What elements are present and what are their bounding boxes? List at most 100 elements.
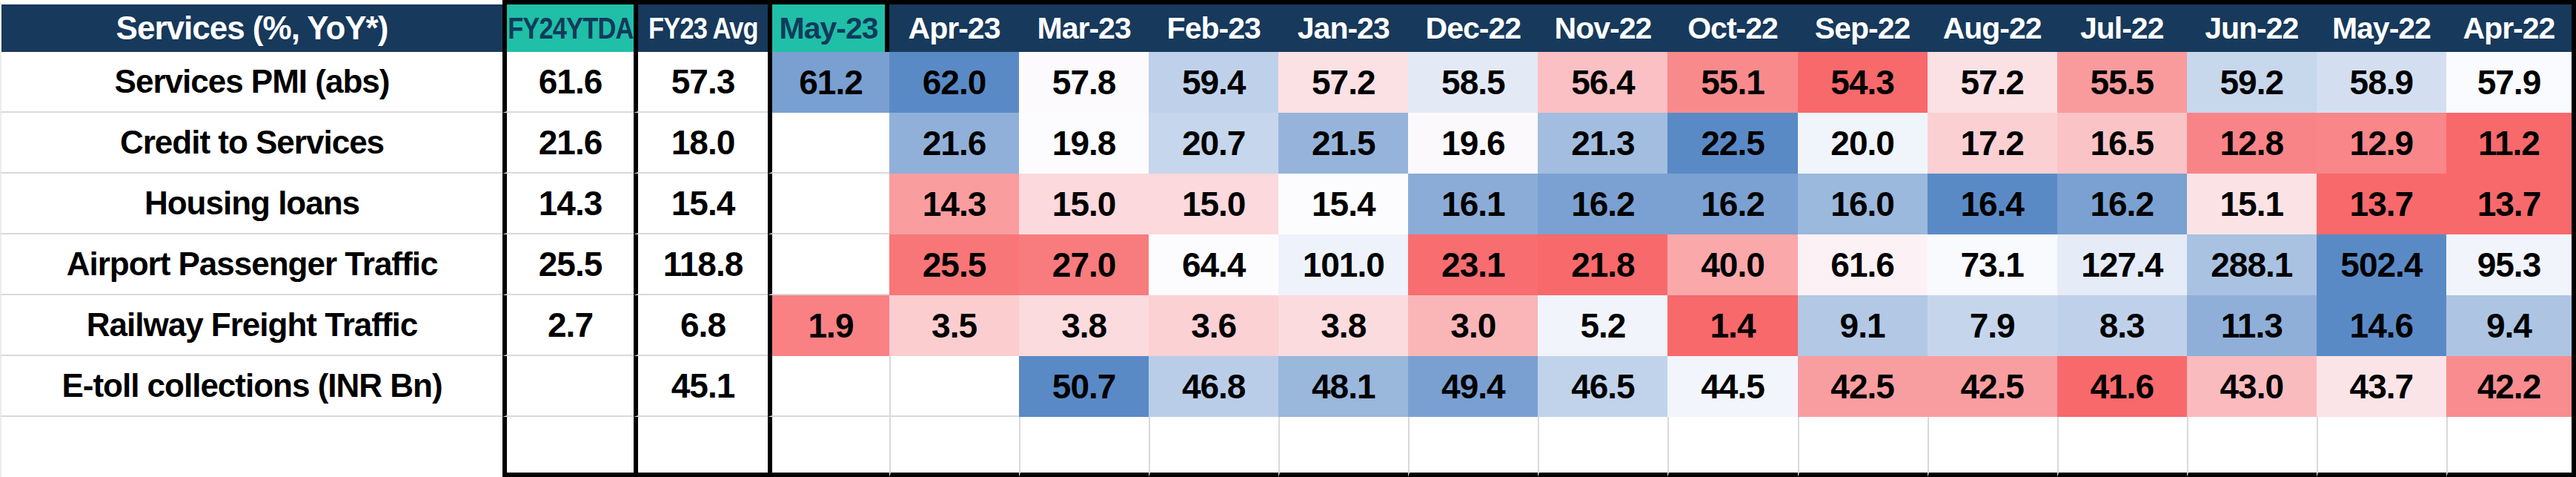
heatmap-cell[interactable]: 16.2 xyxy=(1538,174,1667,234)
heatmap-cell[interactable]: 9.4 xyxy=(2446,295,2576,356)
heatmap-cell[interactable]: 62.0 xyxy=(889,52,1019,113)
empty-month-cell[interactable] xyxy=(2057,417,2187,477)
heatmap-cell[interactable]: 502.4 xyxy=(2317,234,2446,295)
table-title-cell[interactable]: Services (%, YoY*) xyxy=(0,0,502,52)
heatmap-cell[interactable]: 1.9 xyxy=(768,295,889,356)
column-header-oct-22[interactable]: Oct-22 xyxy=(1667,0,1797,52)
heatmap-cell[interactable]: 11.2 xyxy=(2446,113,2576,174)
heatmap-cell[interactable]: 43.0 xyxy=(2187,356,2317,417)
heatmap-cell[interactable]: 9.1 xyxy=(1798,295,1928,356)
column-header-may-22[interactable]: May-22 xyxy=(2317,0,2446,52)
heatmap-cell[interactable]: 13.7 xyxy=(2446,174,2576,234)
heatmap-cell[interactable]: 3.0 xyxy=(1408,295,1538,356)
column-header-may-23[interactable]: May-23 xyxy=(768,0,889,52)
column-header-jul-22[interactable]: Jul-22 xyxy=(2057,0,2187,52)
empty-month-cell[interactable] xyxy=(768,417,889,477)
heatmap-cell[interactable]: 21.3 xyxy=(1538,113,1667,174)
heatmap-cell[interactable] xyxy=(768,234,889,295)
heatmap-cell[interactable]: 48.1 xyxy=(1278,356,1408,417)
heatmap-cell[interactable]: 58.5 xyxy=(1408,52,1538,113)
heatmap-cell[interactable]: 58.9 xyxy=(2317,52,2446,113)
heatmap-cell[interactable]: 57.8 xyxy=(1019,52,1149,113)
heatmap-cell[interactable]: 21.5 xyxy=(1278,113,1408,174)
heatmap-cell[interactable]: 46.8 xyxy=(1149,356,1278,417)
heatmap-cell[interactable]: 14.3 xyxy=(889,174,1019,234)
heatmap-cell[interactable]: 21.8 xyxy=(1538,234,1667,295)
heatmap-cell[interactable]: 19.6 xyxy=(1408,113,1538,174)
heatmap-cell[interactable]: 14.6 xyxy=(2317,295,2446,356)
heatmap-cell[interactable]: 7.9 xyxy=(1928,295,2057,356)
heatmap-cell[interactable]: 20.0 xyxy=(1798,113,1928,174)
heatmap-cell[interactable]: 15.0 xyxy=(1019,174,1149,234)
heatmap-cell[interactable]: 101.0 xyxy=(1278,234,1408,295)
fy-cell[interactable]: 25.5 xyxy=(502,234,634,295)
empty-fy-cell[interactable] xyxy=(634,417,768,477)
empty-month-cell[interactable] xyxy=(1667,417,1797,477)
heatmap-cell[interactable]: 41.6 xyxy=(2057,356,2187,417)
column-header-jun-22[interactable]: Jun-22 xyxy=(2187,0,2317,52)
fy-cell[interactable]: 14.3 xyxy=(502,174,634,234)
empty-month-cell[interactable] xyxy=(1928,417,2057,477)
heatmap-cell[interactable]: 15.1 xyxy=(2187,174,2317,234)
empty-month-cell[interactable] xyxy=(2446,417,2576,477)
heatmap-cell[interactable]: 57.2 xyxy=(1278,52,1408,113)
column-header-aug-22[interactable]: Aug-22 xyxy=(1928,0,2057,52)
heatmap-cell[interactable]: 15.0 xyxy=(1149,174,1278,234)
fy-cell[interactable]: 118.8 xyxy=(634,234,768,295)
column-header-fy23-avg[interactable]: FY23 Avg xyxy=(634,0,768,52)
column-header-jan-23[interactable]: Jan-23 xyxy=(1278,0,1408,52)
empty-month-cell[interactable] xyxy=(1538,417,1667,477)
fy-cell[interactable] xyxy=(502,356,634,417)
heatmap-cell[interactable]: 42.5 xyxy=(1928,356,2057,417)
heatmap-cell[interactable]: 44.5 xyxy=(1667,356,1797,417)
empty-month-cell[interactable] xyxy=(889,417,1019,477)
fy-cell[interactable]: 21.6 xyxy=(502,113,634,174)
fy-cell[interactable]: 6.8 xyxy=(634,295,768,356)
heatmap-cell[interactable]: 56.4 xyxy=(1538,52,1667,113)
heatmap-cell[interactable]: 23.1 xyxy=(1408,234,1538,295)
heatmap-cell[interactable] xyxy=(889,356,1019,417)
heatmap-cell[interactable] xyxy=(768,174,889,234)
heatmap-cell[interactable]: 61.6 xyxy=(1798,234,1928,295)
heatmap-cell[interactable]: 3.5 xyxy=(889,295,1019,356)
fy-cell[interactable]: 61.6 xyxy=(502,52,634,113)
heatmap-cell[interactable]: 64.4 xyxy=(1149,234,1278,295)
heatmap-cell[interactable]: 21.6 xyxy=(889,113,1019,174)
heatmap-cell[interactable]: 25.5 xyxy=(889,234,1019,295)
heatmap-cell[interactable]: 16.5 xyxy=(2057,113,2187,174)
heatmap-cell[interactable]: 16.2 xyxy=(1667,174,1797,234)
heatmap-cell[interactable]: 15.4 xyxy=(1278,174,1408,234)
column-header-dec-22[interactable]: Dec-22 xyxy=(1408,0,1538,52)
heatmap-cell[interactable]: 95.3 xyxy=(2446,234,2576,295)
heatmap-cell[interactable]: 49.4 xyxy=(1408,356,1538,417)
empty-month-cell[interactable] xyxy=(1019,417,1149,477)
column-header-fy24ytda[interactable]: FY24YTDA xyxy=(502,0,634,52)
empty-month-cell[interactable] xyxy=(1408,417,1538,477)
column-header-apr-22[interactable]: Apr-22 xyxy=(2446,0,2576,52)
heatmap-cell[interactable]: 17.2 xyxy=(1928,113,2057,174)
column-header-feb-23[interactable]: Feb-23 xyxy=(1149,0,1278,52)
heatmap-cell[interactable]: 42.2 xyxy=(2446,356,2576,417)
heatmap-cell[interactable]: 59.2 xyxy=(2187,52,2317,113)
empty-month-cell[interactable] xyxy=(2317,417,2446,477)
heatmap-cell[interactable]: 22.5 xyxy=(1667,113,1797,174)
fy-cell[interactable]: 18.0 xyxy=(634,113,768,174)
empty-month-cell[interactable] xyxy=(1798,417,1928,477)
column-header-mar-23[interactable]: Mar-23 xyxy=(1019,0,1149,52)
heatmap-cell[interactable]: 5.2 xyxy=(1538,295,1667,356)
heatmap-cell[interactable]: 57.2 xyxy=(1928,52,2057,113)
heatmap-cell[interactable]: 16.0 xyxy=(1798,174,1928,234)
fy-cell[interactable]: 15.4 xyxy=(634,174,768,234)
heatmap-cell[interactable]: 54.3 xyxy=(1798,52,1928,113)
heatmap-cell[interactable]: 20.7 xyxy=(1149,113,1278,174)
heatmap-cell[interactable] xyxy=(768,113,889,174)
heatmap-cell[interactable]: 1.4 xyxy=(1667,295,1797,356)
heatmap-cell[interactable]: 46.5 xyxy=(1538,356,1667,417)
fy-cell[interactable]: 57.3 xyxy=(634,52,768,113)
heatmap-cell[interactable]: 59.4 xyxy=(1149,52,1278,113)
heatmap-cell[interactable]: 11.3 xyxy=(2187,295,2317,356)
heatmap-cell[interactable]: 73.1 xyxy=(1928,234,2057,295)
heatmap-cell[interactable]: 43.7 xyxy=(2317,356,2446,417)
heatmap-cell[interactable]: 61.2 xyxy=(768,52,889,113)
heatmap-cell[interactable]: 42.5 xyxy=(1798,356,1928,417)
